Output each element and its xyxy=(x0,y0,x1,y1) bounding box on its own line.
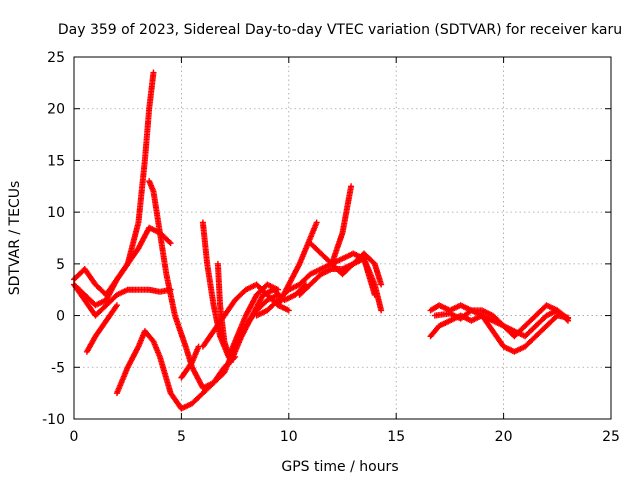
x-tick-label: 20 xyxy=(495,429,513,445)
x-tick-label: 15 xyxy=(387,429,405,445)
data-point-marker xyxy=(348,183,355,190)
data-layer xyxy=(71,69,572,412)
series-track-r xyxy=(431,307,572,340)
data-point-marker xyxy=(150,69,157,76)
data-point-marker xyxy=(371,291,378,298)
data-point-marker xyxy=(313,219,320,226)
series-track-f xyxy=(113,328,239,412)
data-point-marker xyxy=(113,302,120,309)
data-point-marker xyxy=(167,286,174,293)
data-point-marker xyxy=(285,307,292,314)
data-point-marker xyxy=(565,315,572,322)
series-track-c xyxy=(71,281,174,319)
data-point-marker xyxy=(166,239,173,246)
series-track-g xyxy=(178,343,202,381)
x-tick-label: 25 xyxy=(602,429,620,445)
x-tick-label: 5 xyxy=(177,429,186,445)
series-track-e xyxy=(83,302,120,355)
y-tick-label: -10 xyxy=(42,412,65,428)
y-tick-label: 10 xyxy=(47,205,65,221)
series-track-b xyxy=(146,178,282,391)
grid xyxy=(74,57,611,419)
ticks: 0 5 10 15 20 25 -10 -5 0 5 10 15 20 25 xyxy=(42,50,620,445)
series-track-n xyxy=(328,183,355,267)
data-point-marker xyxy=(113,303,120,310)
y-tick-label: 0 xyxy=(56,309,65,325)
plot-border xyxy=(73,56,612,420)
y-tick-label: 20 xyxy=(47,102,65,118)
y-axis-label: SDTVAR / TECUs xyxy=(7,181,23,296)
y-tick-label: -5 xyxy=(51,360,65,376)
x-tick-label: 10 xyxy=(280,429,298,445)
y-tick-label: 5 xyxy=(56,257,65,273)
y-tick-label: 15 xyxy=(47,153,65,169)
data-point-marker xyxy=(167,240,174,247)
x-axis-label: GPS time / hours xyxy=(281,459,398,475)
x-tick-label: 0 xyxy=(70,429,79,445)
series-track-h xyxy=(199,219,282,360)
data-point-marker xyxy=(378,307,385,314)
y-tick-label: 25 xyxy=(47,50,65,66)
series-track-o xyxy=(296,255,378,298)
series-track-d xyxy=(71,224,174,309)
data-point-marker xyxy=(378,281,385,288)
chart-title: Day 359 of 2023, Sidereal Day-to-day VTE… xyxy=(58,22,622,38)
